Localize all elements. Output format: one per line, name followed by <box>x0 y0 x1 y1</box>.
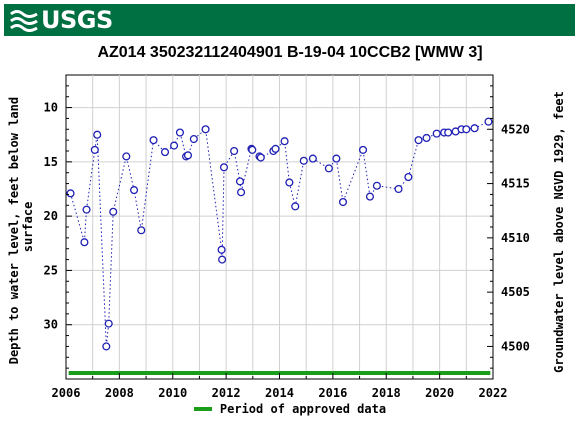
data-point <box>462 125 471 134</box>
data-point <box>160 148 170 157</box>
usgs-banner: USGS <box>4 4 575 36</box>
data-point <box>183 151 193 160</box>
y-right-axis-ticks: 4500 4505 4510 4515 4520 <box>487 85 530 380</box>
y-left-axis-label-line-1: Depth to water level, feet below land <box>7 97 21 364</box>
data-point <box>324 164 333 173</box>
data-point <box>237 188 246 197</box>
x-tick-label: 2006 <box>52 386 81 400</box>
x-tick-label: 2022 <box>479 386 508 400</box>
data-point <box>404 173 413 182</box>
usgs-wave-icon <box>10 8 38 32</box>
y-right-axis-label: Groundwater level above NGVD 1929, feet <box>552 91 566 373</box>
y-right-tick-label: 4510 <box>501 231 530 245</box>
data-point <box>122 152 131 161</box>
data-point <box>484 117 493 126</box>
data-point <box>149 136 158 145</box>
data-point <box>219 163 229 172</box>
data-point <box>365 192 375 201</box>
series-layer <box>66 117 493 351</box>
data-point <box>299 156 308 165</box>
data-point <box>470 124 479 133</box>
usgs-logo-text: USGS <box>41 6 113 34</box>
x-tick-label: 2012 <box>212 386 241 400</box>
data-point <box>218 255 227 264</box>
x-tick-label: 2020 <box>425 386 454 400</box>
y-left-tick-label: 10 <box>44 101 58 115</box>
data-point <box>291 202 300 211</box>
data-point <box>432 129 441 138</box>
data-point <box>372 181 381 190</box>
data-point <box>235 177 245 186</box>
data-point <box>271 144 280 153</box>
data-point <box>414 136 423 145</box>
x-tick-label: 2016 <box>318 386 347 400</box>
y-right-tick-label: 4515 <box>501 177 530 191</box>
data-point <box>201 125 210 134</box>
data-point <box>66 189 75 198</box>
data-point <box>109 207 118 216</box>
x-tick-label: 2018 <box>372 386 401 400</box>
data-point <box>137 226 146 235</box>
y-left-tick-label: 20 <box>44 209 58 223</box>
legend-label-approved: Period of approved data <box>219 402 387 416</box>
chart-svg: 2006 2008 2010 2012 2014 2016 2018 2020 2022 101… <box>7 74 566 400</box>
y-left-axis-label: Depth to water level, feet below land su… <box>7 90 35 365</box>
y-left-tick-label: 30 <box>44 318 58 332</box>
data-point <box>332 154 341 163</box>
data-point <box>217 245 226 254</box>
y-right-tick-label: 4500 <box>501 339 530 353</box>
y-left-tick-label: 25 <box>44 263 58 277</box>
data-point <box>130 186 139 195</box>
data-point <box>280 137 289 146</box>
data-point <box>422 133 431 143</box>
y-right-tick-label: 4505 <box>501 285 530 299</box>
y-left-axis-ticks: 10 15 20 25 30 <box>44 74 72 369</box>
data-point <box>175 128 185 137</box>
y-left-axis-label-line-2: surface <box>21 202 35 253</box>
x-tick-label: 2010 <box>158 386 187 400</box>
data-point <box>82 205 91 214</box>
usgs-logo[interactable]: USGS <box>10 6 113 34</box>
data-point <box>230 146 239 156</box>
chart-title: AZ014 350232112404901 B-19-04 10CCB2 [WM… <box>97 44 483 61</box>
x-axis-ticks: 2006 2008 2010 2012 2014 2016 2018 2020 2022 <box>52 373 508 400</box>
data-point <box>104 319 113 328</box>
data-point <box>308 154 317 163</box>
grid-lines <box>66 75 493 379</box>
legend: Period of approved data <box>0 402 580 416</box>
data-point <box>285 178 294 187</box>
data-point <box>338 197 348 207</box>
data-point <box>90 145 99 154</box>
data-point <box>189 135 198 144</box>
data-point <box>256 153 265 162</box>
data-point <box>444 128 453 137</box>
data-point <box>248 145 257 154</box>
data-point <box>358 145 368 154</box>
y-right-tick-label: 4520 <box>501 122 530 136</box>
x-tick-label: 2008 <box>105 386 134 400</box>
x-tick-label: 2014 <box>265 386 294 400</box>
data-point <box>93 130 102 139</box>
data-point <box>80 238 89 247</box>
legend-swatch-approved <box>193 407 212 411</box>
y-left-tick-label: 15 <box>44 155 58 169</box>
data-point <box>394 184 403 194</box>
data-point <box>102 342 111 351</box>
data-point <box>170 141 179 150</box>
